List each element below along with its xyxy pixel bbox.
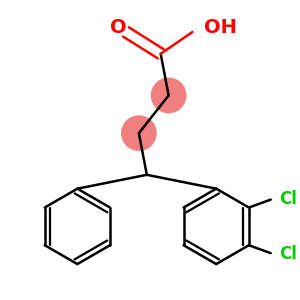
Text: Cl: Cl [279, 245, 296, 263]
Text: O: O [110, 19, 126, 38]
Circle shape [151, 78, 187, 113]
Text: Cl: Cl [279, 190, 296, 208]
Text: OH: OH [204, 19, 237, 38]
Circle shape [121, 115, 157, 151]
